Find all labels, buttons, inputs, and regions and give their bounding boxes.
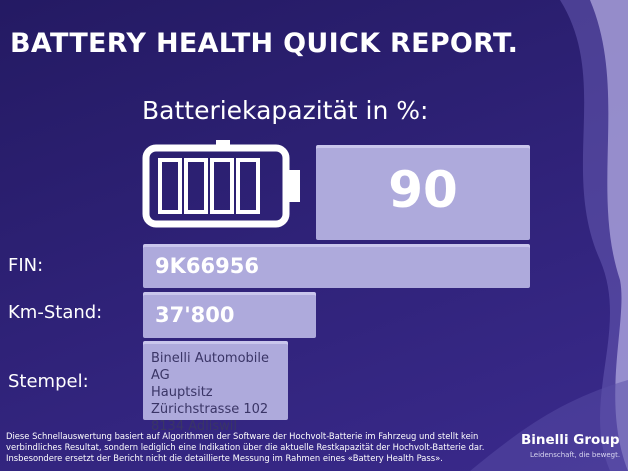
- km-label: Km-Stand:: [8, 302, 103, 323]
- km-value: 37'800: [143, 295, 316, 338]
- battery-icon: [142, 140, 300, 228]
- brand-name: Binelli Group: [521, 432, 620, 448]
- stamp-line: Binelli Automobile AG: [151, 351, 270, 383]
- brand-tagline: Leidenschaft, die bewegt.: [530, 451, 621, 459]
- stamp-line: Hauptsitz: [151, 385, 213, 400]
- stamp-box: Binelli Automobile AG Hauptsitz Zürichst…: [143, 344, 288, 434]
- fin-label: FIN:: [8, 255, 44, 276]
- title: BATTERY HEALTH QUICK REPORT.: [10, 28, 519, 59]
- capacity-label: Batteriekapazität in %:: [142, 96, 429, 125]
- disclaimer-line: verbindliches Resultat, sondern lediglic…: [6, 442, 485, 452]
- disclaimer-line: Insbesondere ersetzt der Bericht nicht d…: [6, 453, 443, 463]
- stamp-line: 8134 Adliswil: [151, 419, 237, 434]
- stamp-line: Zürichstrasse 102: [151, 402, 269, 417]
- disclaimer: Diese Schnellauswertung basiert auf Algo…: [6, 431, 484, 464]
- fin-value: 9K66956: [143, 247, 530, 288]
- disclaimer-line: Diese Schnellauswertung basiert auf Algo…: [6, 431, 479, 441]
- stamp-label: Stempel:: [8, 371, 89, 392]
- capacity-value: 90: [316, 148, 530, 240]
